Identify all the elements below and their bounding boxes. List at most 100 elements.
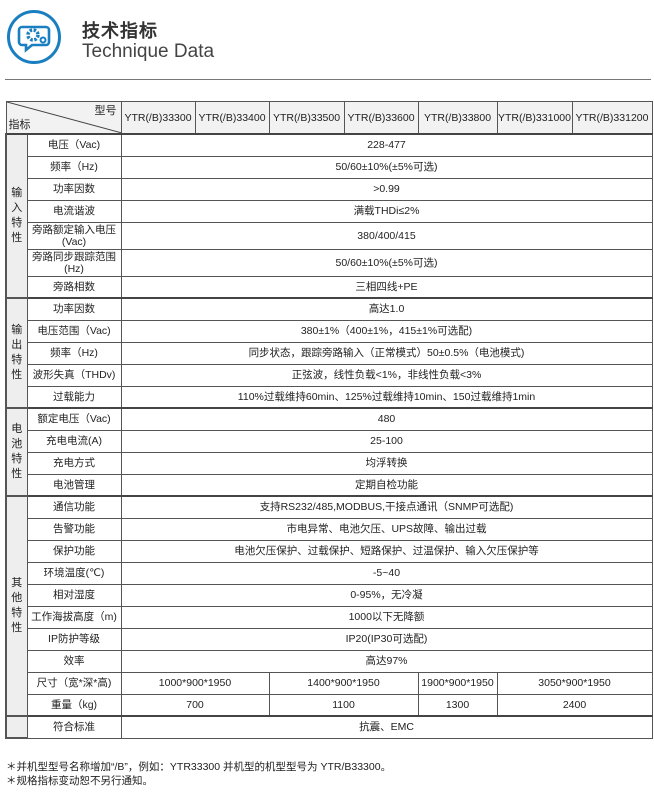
table-row: 电流谐波 满载THDi≤2%: [6, 199, 653, 223]
spec-value: 均浮转换: [120, 451, 653, 475]
spec-value: 700: [120, 693, 270, 717]
spec-value: 1900*900*1950: [417, 671, 498, 695]
table-row: 保护功能 电池欠压保护、过载保护、短路保护、过温保护、输入欠压保护等: [6, 539, 653, 563]
spec-label: 功率因数: [26, 177, 122, 201]
table-row: IP防护等级 IP20(IP30可选配): [6, 627, 653, 651]
model-header: YTR(/B)33400: [194, 101, 270, 135]
spec-value: 25-100: [120, 429, 653, 453]
table-row: 频率（Hz) 50/60±10%(±5%可选): [6, 155, 653, 179]
spec-value: 0-95%，无冷凝: [120, 583, 653, 607]
spec-value: 380±1%（400±1%，415±1%可选配): [120, 319, 653, 343]
spec-value: 高达97%: [120, 649, 653, 673]
table-row: 尺寸（宽*深*高) 1000*900*1950 1400*900*1950 1900*…: [6, 671, 653, 695]
spec-value: 市电异常、电池欠压、UPS故障、输出过载: [120, 517, 653, 541]
spec-value: 110%过载维持60min、125%过载维持10min、150过载维持1min: [120, 385, 653, 409]
spec-label: 充电电流(A): [26, 429, 122, 453]
table-row: 重量（kg) 700 1100 1300 2400: [6, 693, 653, 717]
spec-value: 1100: [268, 693, 419, 717]
spec-value: 480: [120, 407, 653, 431]
table-row: 输入特性 电压（Vac) 228-477: [5, 133, 653, 299]
model-header: YTR(/B)33500: [268, 101, 345, 135]
table-row: 频率（Hz) 同步状态，跟踪旁路输入（正常模式）50±0.5%（电池模式): [6, 341, 653, 365]
spec-label: 符合标准: [26, 715, 122, 739]
model-header: YTR(/B)33800: [417, 101, 498, 135]
spec-label: 功率因数: [26, 297, 122, 321]
model-header: YTR(/B)33600: [343, 101, 419, 135]
table-row: 工作海拔高度（m) 1000以下无降额: [6, 605, 653, 629]
group-label: 其他特性: [5, 495, 28, 717]
page-title: 技术指标: [82, 21, 158, 41]
group-label: 输出特性: [5, 297, 28, 409]
spec-value: 三相四线+PE: [120, 275, 653, 299]
table-row: 充电电流(A) 25-100: [6, 429, 653, 453]
spec-value: 50/60±10%(±5%可选): [120, 248, 653, 277]
table-row: 符合标准 抗震、EMC: [5, 715, 653, 739]
table-row: 电压范围（Vac) 380±1%（400±1%，415±1%可选配): [6, 319, 653, 343]
corner-cell: 型号 指标: [5, 101, 122, 135]
spec-label: 告警功能: [26, 517, 122, 541]
spec-label: 重量（kg): [26, 693, 122, 717]
model-header: YTR(/B)331000: [496, 101, 573, 135]
spec-label: 尺寸（宽*深*高): [26, 671, 122, 695]
spec-table: 型号 指标 YTR(/B)33300 YTR(/B)33400 YTR(/B)335…: [5, 101, 653, 739]
spec-value: 50/60±10%(±5%可选): [120, 155, 653, 179]
spec-value: 满载THDi≤2%: [120, 199, 653, 223]
corner-spec-label: 指标: [8, 119, 31, 131]
spec-value: 同步状态，跟踪旁路输入（正常模式）50±0.5%（电池模式): [120, 341, 653, 365]
divider: [5, 79, 651, 80]
model-header: YTR(/B)331200: [571, 101, 653, 135]
spec-label: 电压（Vac): [26, 133, 122, 157]
spec-label: 旁路额定输入电压(Vac): [26, 221, 122, 250]
table-row: 环境温度(℃) -5~40: [6, 561, 653, 585]
spec-value: 正弦波，线性负载<1%，非线性负载<3%: [120, 363, 653, 387]
table-row: 相对湿度 0-95%，无冷凝: [6, 583, 653, 607]
spec-value: 抗震、EMC: [120, 715, 653, 739]
spec-label: 电池管理: [26, 473, 122, 497]
corner-model-label: 型号: [94, 105, 117, 117]
spec-label: 额定电压（Vac): [26, 407, 122, 431]
spec-label: 保护功能: [26, 539, 122, 563]
header-row: 型号 指标 YTR(/B)33300 YTR(/B)33400 YTR(/B)335…: [5, 101, 653, 135]
table-row: 过载能力 110%过载维持60min、125%过载维持10min、150过载维持1…: [6, 385, 653, 409]
table-row: 电池管理 定期自检功能: [6, 473, 653, 497]
spec-label: 充电方式: [26, 451, 122, 475]
spec-value: 支持RS232/485,MODBUS,干接点通讯（SNMP可选配): [120, 495, 653, 519]
table-row: 功率因数 >0.99: [6, 177, 653, 201]
spec-label: 工作海拔高度（m): [26, 605, 122, 629]
spec-label: 通信功能: [26, 495, 122, 519]
table-row: 旁路相数 三相四线+PE: [6, 275, 653, 299]
group-label: [5, 715, 28, 739]
spec-label: 旁路相数: [26, 275, 122, 299]
spec-value: 1400*900*1950: [268, 671, 419, 695]
table-row: 其他特性 通信功能 支持RS232/485,MODBUS,干接点通讯（SNMP可选配…: [5, 495, 653, 717]
group-name: 输入特性: [11, 187, 23, 244]
table-row: 电池特性 额定电压（Vac) 480: [5, 407, 653, 497]
table-row: 输出特性 功率因数 高达1.0: [5, 297, 653, 409]
spec-label: IP防护等级: [26, 627, 122, 651]
spec-value: -5~40: [120, 561, 653, 585]
spec-label: 相对湿度: [26, 583, 122, 607]
footnote: ＊并机型型号名称增加“/B”，例如：YTR33300 并机型的机型型号为 YTR…: [6, 761, 392, 773]
spec-label: 过载能力: [26, 385, 122, 409]
model-header: YTR(/B)33300: [120, 101, 196, 135]
table-row: 波形失真（THDv) 正弦波，线性负载<1%，非线性负载<3%: [6, 363, 653, 387]
footnotes: ＊并机型型号名称增加“/B”，例如：YTR33300 并机型的机型型号为 YTR…: [6, 760, 391, 788]
spec-value: 电池欠压保护、过载保护、短路保护、过温保护、输入欠压保护等: [120, 539, 653, 563]
spec-label: 效率: [26, 649, 122, 673]
group-label: 输入特性: [5, 133, 28, 299]
group-label: 电池特性: [5, 407, 28, 497]
table-row: 旁路同步跟踪范围(Hz) 50/60±10%(±5%可选): [6, 248, 653, 277]
spec-label: 频率（Hz): [26, 155, 122, 179]
table-row: 旁路额定输入电压(Vac) 380/400/415: [6, 221, 653, 250]
group-name: 其他特性: [11, 577, 23, 634]
spec-value: 定期自检功能: [120, 473, 653, 497]
page-subtitle: Technique Data: [82, 41, 215, 62]
table-row: 告警功能 市电异常、电池欠压、UPS故障、输出过载: [6, 517, 653, 541]
spec-label: 波形失真（THDv): [26, 363, 122, 387]
footnote: ＊规格指标变动恕不另行通知。: [6, 775, 153, 787]
spec-value: 高达1.0: [120, 297, 653, 321]
spec-value: IP20(IP30可选配): [120, 627, 653, 651]
spec-label: 频率（Hz): [26, 341, 122, 365]
spec-value: 380/400/415: [120, 221, 653, 250]
spec-label: 环境温度(℃): [26, 561, 122, 585]
